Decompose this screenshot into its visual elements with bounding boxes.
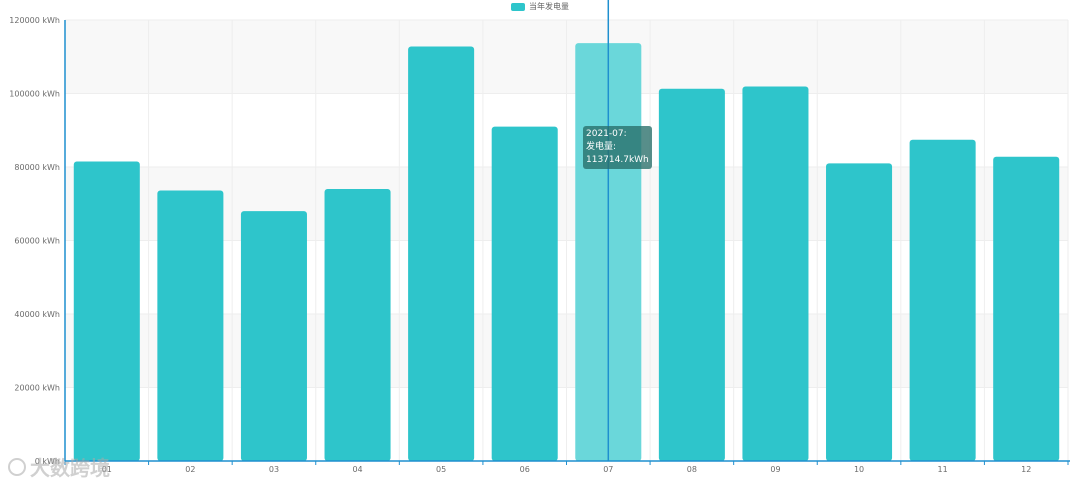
x-tick-label: 04 bbox=[352, 465, 362, 474]
x-axis-ticks: 01 02 03 04 05 06 07 08 09 10 11 12 bbox=[64, 461, 1069, 474]
tooltip: 2021-07: 发电量: 113714.7kWh bbox=[583, 126, 652, 169]
x-tick-label: 11 bbox=[938, 465, 948, 474]
y-tick-label: 80000 kWh bbox=[14, 163, 60, 172]
y-tick-label: 100000 kWh bbox=[9, 90, 60, 99]
y-tick-label: 120000 kWh bbox=[9, 16, 60, 25]
bar-12 bbox=[993, 156, 1060, 461]
watermark: 大数跨境 bbox=[8, 452, 110, 481]
x-tick-label: 10 bbox=[854, 465, 864, 474]
y-tick-label: 40000 kWh bbox=[14, 310, 60, 319]
bar-03 bbox=[240, 211, 307, 461]
bar-04 bbox=[324, 189, 391, 462]
bar-11 bbox=[909, 139, 976, 461]
y-tick-label: 20000 kWh bbox=[14, 384, 60, 393]
bar-05 bbox=[408, 46, 475, 462]
x-tick-label: 12 bbox=[1021, 465, 1031, 474]
grid-lines bbox=[64, 19, 1069, 462]
legend[interactable]: 当年发电量 bbox=[0, 1, 1080, 12]
bar-06 bbox=[491, 126, 558, 461]
brand-logo-icon bbox=[8, 457, 26, 476]
tooltip-value: 113714.7kWh bbox=[586, 155, 649, 165]
x-tick-label: 03 bbox=[269, 465, 279, 474]
tooltip-date: 2021-07: bbox=[586, 129, 627, 139]
bar-02 bbox=[157, 190, 224, 461]
legend-label: 当年发电量 bbox=[529, 2, 569, 11]
bar-10 bbox=[826, 163, 893, 461]
x-tick-label: 08 bbox=[687, 465, 697, 474]
x-tick-label: 01 bbox=[102, 465, 112, 474]
bars bbox=[73, 43, 1060, 462]
bar-09 bbox=[742, 86, 809, 461]
bar-08 bbox=[658, 88, 725, 461]
legend-swatch bbox=[511, 2, 525, 11]
y-axis-ticks: 0 kWh 20000 kWh 40000 kWh 60000 kWh 80000 kW… bbox=[9, 16, 60, 466]
x-tick-label: 09 bbox=[770, 465, 780, 474]
y-tick-label: 0 kWh bbox=[35, 457, 60, 466]
x-tick-label: 05 bbox=[436, 465, 446, 474]
x-tick-label: 06 bbox=[520, 465, 530, 474]
tooltip-metric: 发电量: bbox=[586, 142, 617, 152]
y-tick-label: 60000 kWh bbox=[14, 237, 60, 246]
x-tick-label: 02 bbox=[185, 465, 195, 474]
bar-01 bbox=[73, 161, 140, 462]
x-tick-label: 07 bbox=[603, 465, 613, 474]
watermark-text: 大数跨境 bbox=[30, 456, 110, 480]
